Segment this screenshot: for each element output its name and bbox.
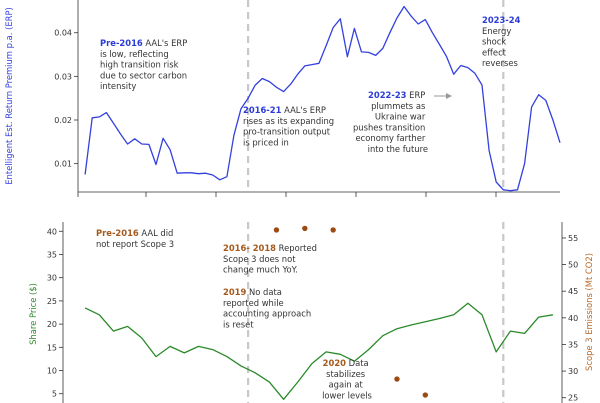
- annotation-2020-scope3: 2020 Data stabilizes again at lower leve…: [322, 358, 372, 400]
- y-tick-label: 0.01: [54, 160, 72, 169]
- y2-tick-label: 40: [568, 314, 578, 323]
- annotation-2016-2018-scope3: 2016- 2018 Reported Scope 3 does not cha…: [223, 243, 320, 275]
- y2-tick-label: 50: [568, 261, 578, 270]
- annotation-2023-24-erp: 2023-24 Energy shock effect reverses: [482, 15, 523, 68]
- annotation-2016-21-erp: 2016-21 AAL's ERP rises as its expanding…: [243, 105, 337, 147]
- share-price-y-axis: 5 10 15 20 25 30 35 40: [47, 222, 64, 403]
- period-dividers: [247, 222, 505, 403]
- y2-tick-label: 30: [568, 367, 578, 376]
- y2-tick-label: 35: [568, 340, 578, 349]
- scope3-point: [330, 227, 336, 233]
- erp-series: [84, 5, 561, 192]
- share-price-panel: 5 10 15 20 25 30 35 40 25 30 35 40 45 50 55 Share Pri…: [28, 222, 594, 403]
- y-tick-label: 0.03: [54, 72, 72, 81]
- period-dividers: [247, 0, 505, 192]
- scope3-y-axis: 25 30 35 40 45 50 55: [561, 222, 578, 403]
- annotation-2022-23-erp: 2022-23 ERP plummets as Ukraine war push…: [353, 90, 428, 154]
- erp-y-label: Entelligent Est. Return Premium p.a. (ER…: [4, 7, 14, 185]
- share-price-series: [84, 302, 554, 400]
- y2-tick-label: 45: [568, 287, 578, 296]
- series-line-0: [84, 5, 561, 192]
- y-tick-label: 40: [47, 227, 57, 236]
- scope3-point: [302, 225, 308, 232]
- y-tick-label: 30: [47, 274, 57, 283]
- y-tick-label: 25: [47, 297, 57, 306]
- scope3-point: [273, 227, 280, 233]
- series-line-0: [84, 302, 554, 400]
- y-tick-label: 0.04: [54, 29, 72, 38]
- y-tick-label: 15: [47, 343, 57, 352]
- annotation-pre-2016-erp: Pre-2016 AAL's ERP is low, reflecting hi…: [100, 38, 190, 91]
- y2-tick-label: 25: [568, 394, 578, 403]
- share-price-y-label: Share Price ($): [28, 283, 38, 345]
- annotation-pre-2016-scope3: Pre-2016 AAL did not report Scope 3: [96, 228, 176, 249]
- scope3-scatter: [273, 225, 429, 398]
- y-tick-label: 35: [47, 250, 57, 259]
- scope3-point: [422, 392, 429, 398]
- scope3-y-label: Scope 3 Emissions (Mt CO2): [584, 253, 594, 371]
- annotation-arrow: [434, 93, 452, 99]
- y-tick-label: 5: [52, 390, 57, 399]
- y-tick-label: 0.02: [54, 116, 72, 125]
- y2-tick-label: 55: [568, 234, 578, 243]
- y-tick-label: 20: [47, 320, 57, 329]
- y-tick-label: 10: [47, 367, 57, 376]
- erp-panel: 0.01 0.02 0.03 0.04 Entelligent Est. Return…: [4, 0, 561, 197]
- scope3-point: [394, 376, 400, 382]
- annotation-2019-scope3: 2019 No data reported while accounting a…: [223, 287, 314, 329]
- erp-y-axis: 0.01 0.02 0.03 0.04: [54, 0, 79, 192]
- erp-x-ticks: [77, 192, 497, 197]
